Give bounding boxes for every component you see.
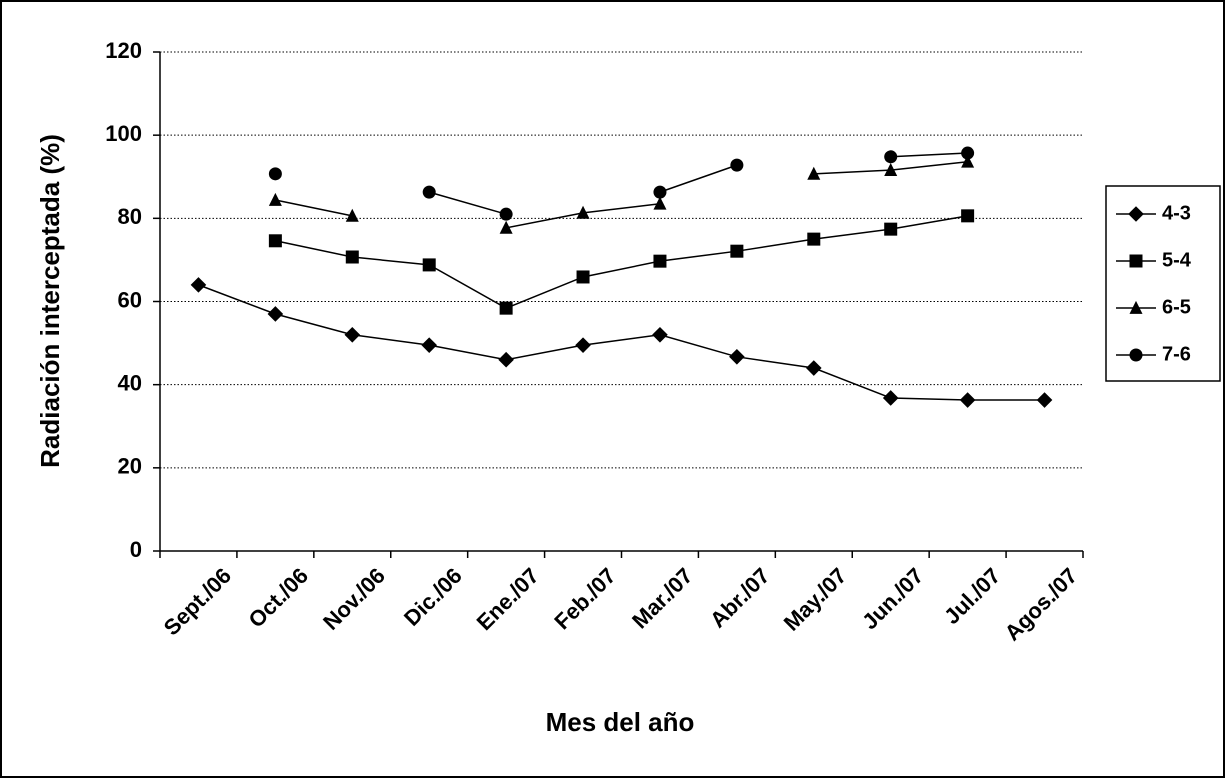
marker-square [1129, 254, 1143, 268]
y-tick-label: 60 [118, 287, 142, 312]
marker-diamond [421, 337, 438, 353]
legend-label: 4-3 [1162, 202, 1191, 224]
marker-circle [730, 158, 744, 172]
marker-circle [422, 185, 436, 199]
marker-square [653, 254, 667, 268]
legend-label: 5-4 [1162, 249, 1192, 271]
marker-square [576, 270, 590, 284]
series-line [198, 284, 1045, 401]
series-line [429, 152, 968, 215]
marker-circle [1129, 348, 1143, 362]
marker-diamond [190, 277, 207, 293]
marker-diamond [729, 349, 745, 365]
marker-triangle [268, 192, 282, 206]
y-axis-title: Radiación interceptada (%) [35, 134, 65, 468]
marker-square [884, 222, 898, 236]
y-tick-label: 20 [118, 454, 142, 479]
marker-diamond [344, 326, 361, 343]
marker-diamond [498, 351, 514, 368]
marker-diamond [267, 306, 284, 322]
marker-square [807, 232, 821, 246]
marker-circle [884, 150, 898, 164]
marker-triangle [884, 162, 898, 176]
marker-triangle [1129, 300, 1143, 314]
marker-circle [653, 185, 667, 199]
marker-square [345, 250, 359, 264]
marker-diamond [959, 392, 976, 408]
marker-square [268, 234, 282, 248]
y-tick-label: 120 [105, 38, 142, 63]
series-line [275, 215, 968, 309]
marker-triangle [499, 220, 513, 234]
marker-circle [499, 207, 513, 221]
marker-triangle [345, 208, 359, 222]
legend-label: 7-6 [1162, 343, 1191, 365]
x-axis-title: Mes del año [546, 707, 695, 737]
legend-box [1105, 185, 1221, 382]
marker-triangle [576, 205, 590, 219]
marker-diamond [652, 326, 668, 343]
y-tick-label: 80 [118, 204, 142, 229]
marker-triangle [961, 154, 975, 168]
y-tick-label: 40 [118, 370, 142, 395]
marker-triangle [653, 196, 667, 210]
marker-diamond [805, 360, 822, 376]
marker-square [961, 209, 975, 223]
marker-square [730, 244, 744, 258]
marker-diamond [575, 337, 591, 353]
legend-label: 6-5 [1162, 296, 1191, 318]
marker-circle [961, 146, 975, 160]
marker-triangle [807, 166, 821, 180]
marker-square [499, 301, 513, 315]
y-tick-label: 100 [105, 121, 142, 146]
y-tick-label: 0 [130, 537, 142, 562]
marker-diamond [1128, 206, 1144, 222]
marker-diamond [882, 390, 899, 406]
marker-diamond [1036, 392, 1053, 408]
marker-square [422, 258, 436, 272]
marker-circle [268, 167, 282, 181]
